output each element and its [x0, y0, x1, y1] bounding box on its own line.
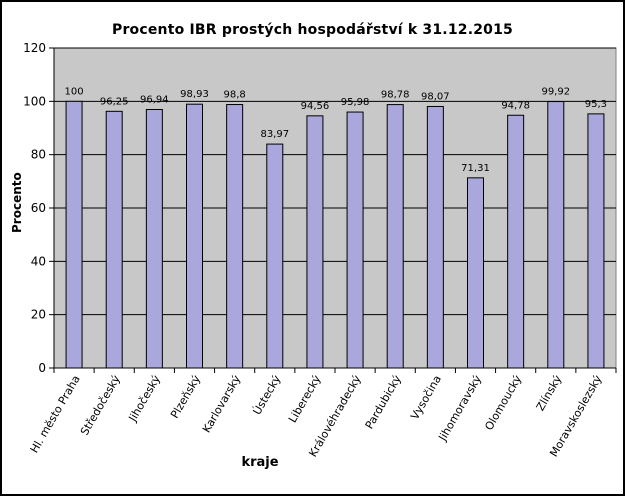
- data-label: 98,78: [381, 90, 410, 101]
- data-label: 83,97: [260, 129, 289, 140]
- x-tick-label: Pardubický: [363, 373, 404, 432]
- x-tick-label: Hl. město Praha: [28, 373, 83, 455]
- bar: [226, 104, 244, 369]
- data-label: 94,56: [301, 101, 330, 112]
- y-tick-label: 100: [23, 94, 46, 108]
- x-tick-label: Zlínský: [534, 373, 565, 414]
- chart-title: Procento IBR prostých hospodářství k 31.…: [111, 22, 513, 38]
- bar: [547, 101, 565, 369]
- x-tick-label: Plzeňský: [168, 373, 203, 421]
- bar: [386, 104, 404, 369]
- data-label: 98,07: [421, 91, 450, 102]
- data-label: 98,93: [180, 89, 209, 100]
- x-tick-label: Jihočeský: [126, 373, 164, 425]
- data-label: 96,94: [140, 94, 169, 105]
- data-label: 95,3: [585, 99, 607, 110]
- bar: [587, 113, 605, 369]
- bar: [467, 177, 484, 369]
- x-tick-label: Karlovarský: [200, 373, 244, 435]
- y-tick-label: 80: [31, 148, 46, 162]
- data-label: 100: [65, 86, 84, 97]
- data-label: 99,92: [541, 87, 570, 98]
- bar: [426, 105, 444, 369]
- x-tick-label: Vysočina: [408, 373, 444, 422]
- bar: [65, 100, 83, 369]
- data-label: 94,78: [501, 100, 530, 111]
- bar: [346, 111, 364, 369]
- x-tick-label: Jihomoravský: [436, 373, 485, 444]
- y-tick-label: 120: [23, 41, 46, 55]
- bar: [105, 110, 123, 369]
- data-label: 96,25: [100, 96, 129, 107]
- y-tick-label: 0: [38, 361, 46, 375]
- x-tick-label: Olomoucký: [482, 373, 524, 433]
- data-label: 95,98: [341, 97, 370, 108]
- y-tick-label: 60: [31, 201, 46, 215]
- x-tick-label: Ústecký: [250, 373, 283, 418]
- x-tick-label: Středočeský: [78, 373, 123, 438]
- bar: [507, 114, 525, 369]
- data-label: 98,8: [224, 90, 246, 101]
- bar: [306, 115, 324, 369]
- bar: [266, 143, 284, 369]
- y-tick-label: 40: [31, 254, 46, 268]
- x-tick-label: Liberecký: [286, 373, 324, 425]
- y-tick-label: 20: [31, 308, 46, 322]
- x-axis-title: kraje: [241, 455, 279, 470]
- bar: [186, 103, 203, 369]
- bar: [145, 108, 163, 369]
- y-axis-title: Procento: [10, 172, 24, 233]
- data-label: 71,31: [461, 163, 490, 174]
